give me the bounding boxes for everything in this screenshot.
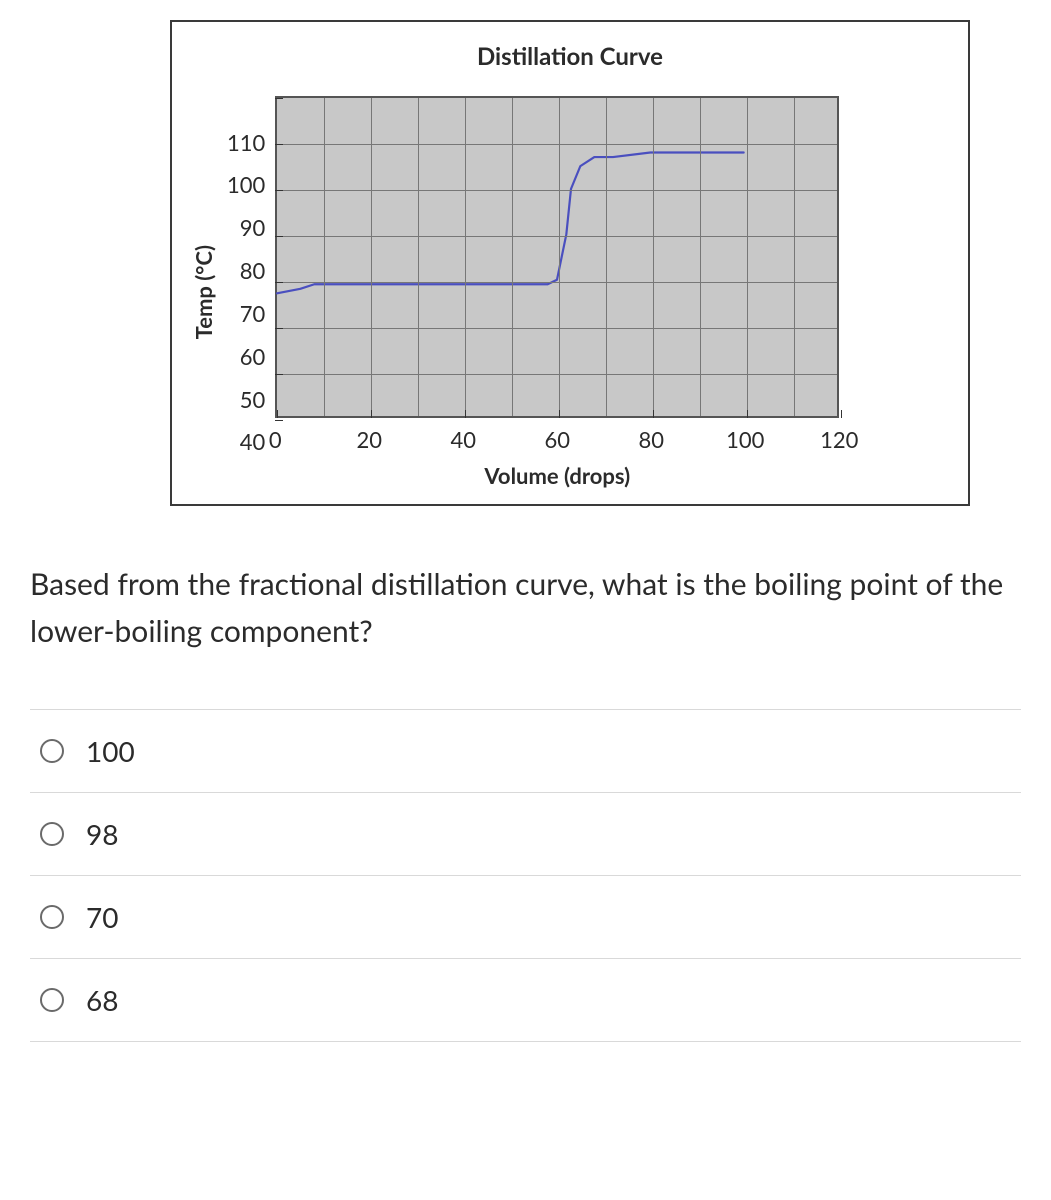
x-tick-label: 20	[357, 426, 383, 453]
x-tick-label: 100	[726, 426, 764, 453]
x-tick-label: 120	[820, 426, 858, 453]
y-tick-label: 50	[227, 389, 265, 411]
option-2[interactable]: 70	[30, 876, 1021, 959]
question-text: Based from the fractional distillation c…	[30, 561, 1021, 654]
y-tick-label: 40	[227, 431, 265, 453]
y-tick-label: 90	[227, 217, 265, 239]
x-tick-label: 60	[545, 426, 571, 453]
radio-icon	[40, 739, 64, 763]
radio-icon	[40, 988, 64, 1012]
option-label: 98	[86, 817, 118, 851]
x-tick-label: 0	[269, 426, 282, 453]
y-axis-ticks: 110 100 90 80 70 60 50 40	[227, 132, 265, 454]
x-axis-ticks: 0 20 40 60 80 100 120	[275, 426, 839, 456]
option-label: 100	[86, 734, 135, 768]
option-0[interactable]: 100	[30, 710, 1021, 793]
plot-wrap: 0 20 40 60 80 100 120 Volume (drops)	[275, 96, 839, 489]
x-tick-label: 40	[450, 426, 476, 453]
chart-body: Temp (°C) 110 100 90 80 70 60 50 40 0 20…	[190, 96, 950, 489]
y-axis-label: Temp (°C)	[190, 245, 217, 339]
radio-icon	[40, 905, 64, 929]
chart-title: Distillation Curve	[190, 42, 950, 71]
radio-icon	[40, 822, 64, 846]
plot-area	[275, 96, 839, 418]
option-label: 68	[86, 983, 118, 1017]
y-tick-label: 100	[227, 174, 265, 196]
option-3[interactable]: 68	[30, 959, 1021, 1042]
x-tick-label: 80	[639, 426, 665, 453]
x-axis-label: Volume (drops)	[275, 462, 839, 489]
option-1[interactable]: 98	[30, 793, 1021, 876]
options-list: 100 98 70 68	[30, 709, 1021, 1042]
option-label: 70	[86, 900, 118, 934]
distillation-curve-line	[277, 98, 837, 416]
y-tick-label: 60	[227, 346, 265, 368]
y-tick-label: 110	[227, 132, 265, 154]
y-tick-label: 70	[227, 303, 265, 325]
y-tick-label: 80	[227, 260, 265, 282]
chart-frame: Distillation Curve Temp (°C) 110 100 90 …	[170, 20, 970, 506]
